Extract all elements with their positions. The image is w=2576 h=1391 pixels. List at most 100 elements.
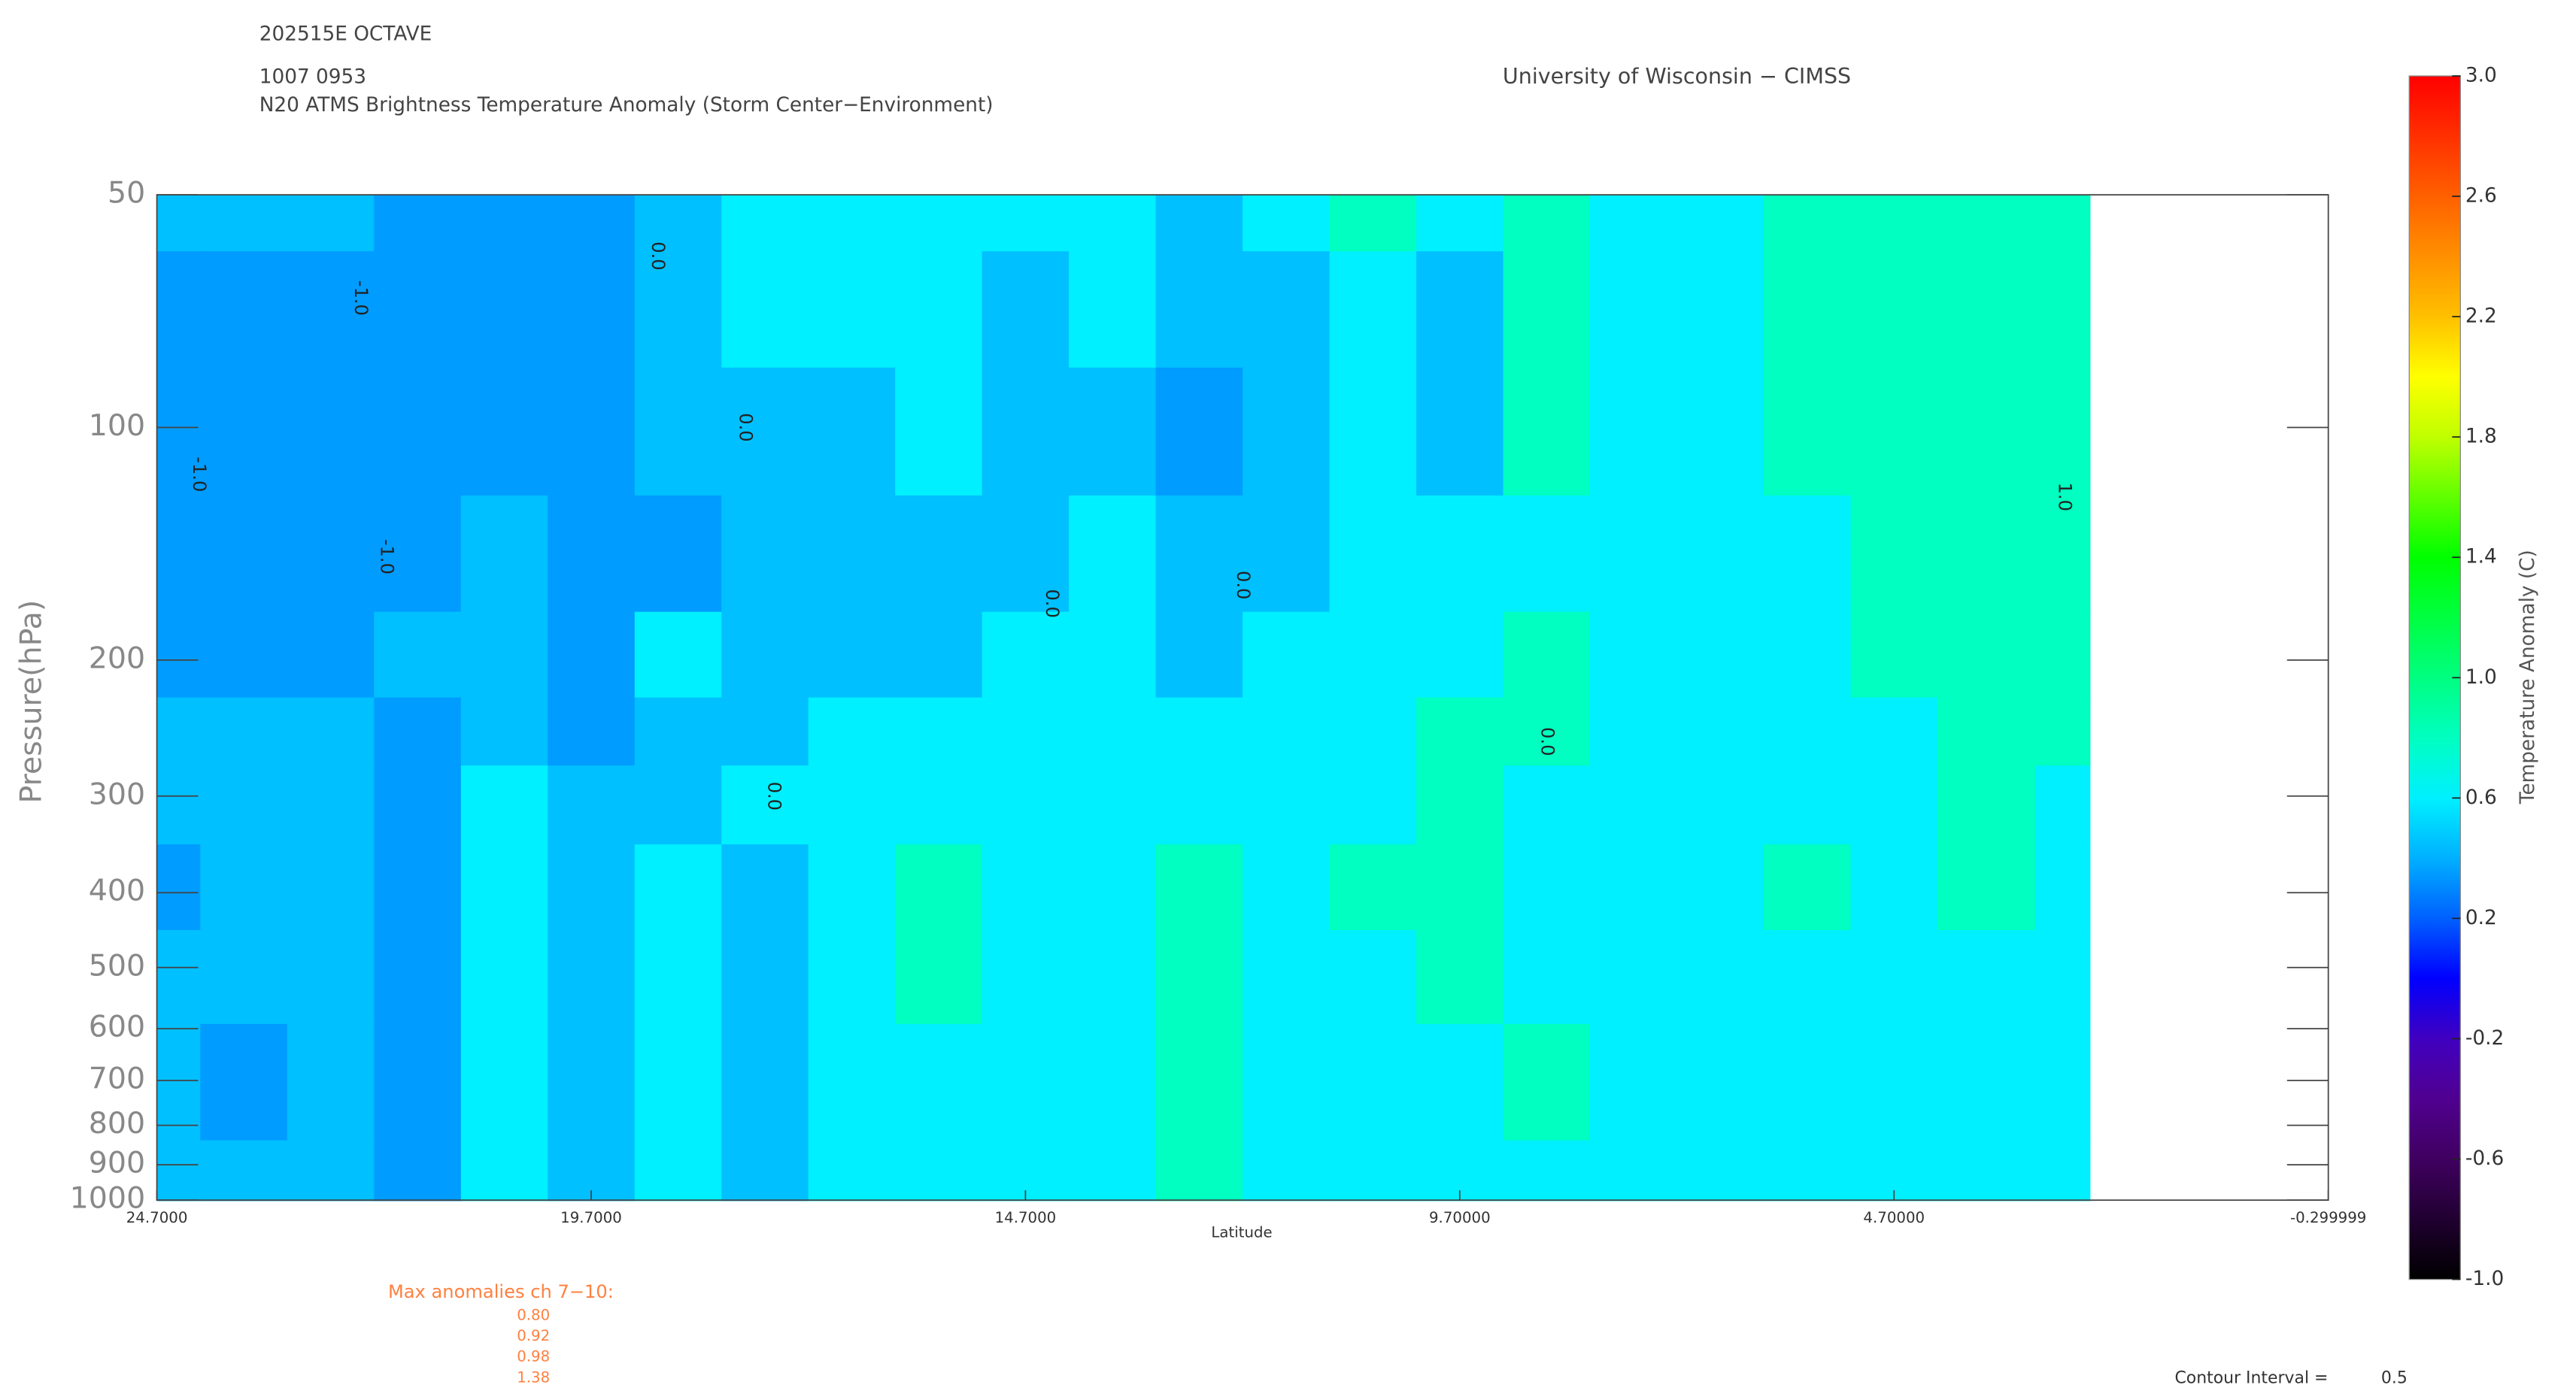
field-cell: [1503, 765, 1591, 846]
field-cell: [895, 611, 983, 699]
field-cell: [156, 844, 202, 932]
colorbar-tick-label: 2.2: [2465, 305, 2497, 328]
field-cell: [200, 930, 289, 1026]
field-cell: [156, 697, 202, 767]
x-axis-label: Latitude: [1211, 1224, 1272, 1241]
field-cell: [808, 251, 897, 369]
field-cell: [1416, 195, 1504, 253]
field-cell: [721, 930, 810, 1026]
field-cell: [548, 251, 636, 369]
field-cell: [634, 1140, 723, 1202]
y-tick-label: 300: [89, 777, 145, 811]
contour-label: 1.0: [2055, 483, 2076, 511]
field-cell: [1850, 765, 1939, 846]
colorbar-tick-label: 1.8: [2465, 426, 2497, 448]
field-cell: [1937, 844, 2037, 932]
field-cell: [1503, 930, 1591, 1026]
field-cell: [1329, 367, 1418, 497]
field-cell: [721, 1140, 810, 1202]
field-cell: [460, 195, 549, 253]
field-cell: [1155, 697, 1244, 767]
field-cell: [1764, 930, 1852, 1026]
field-cell: [1676, 844, 1765, 932]
field-cell: [1242, 611, 1330, 699]
field-cell: [1416, 251, 1504, 369]
field-cell: [287, 251, 375, 369]
field-cell: [634, 930, 723, 1026]
y-tick-label: 100: [89, 408, 145, 443]
header-line: 1007 0953: [259, 66, 366, 89]
field-cell: [1329, 611, 1418, 699]
field-cell: [1155, 195, 1244, 253]
contour-label: 0.0: [735, 413, 756, 441]
field-cell: [1850, 367, 1939, 497]
field-cell: [460, 844, 549, 932]
source: University of Wisconsin − CIMSS: [1503, 64, 1851, 89]
field-cell: [200, 195, 289, 253]
field-cell: [460, 367, 549, 497]
field-cell: [982, 697, 1070, 767]
field-cell: [460, 765, 549, 846]
field-cell: [548, 195, 636, 253]
field-cell: [1937, 697, 2037, 767]
field-cell: [1155, 495, 1244, 613]
field-cell: [2034, 611, 2091, 699]
contour-label: -1.0: [350, 280, 372, 316]
field-cell: [1242, 367, 1330, 497]
field-cell: [982, 495, 1070, 613]
field-cell: [1850, 195, 1939, 253]
field-cell: [548, 930, 636, 1026]
colorbar-tick-label: 3.0: [2465, 65, 2497, 87]
field-cell: [721, 367, 810, 497]
field-cell: [808, 765, 897, 846]
field-cell: [1503, 611, 1591, 699]
field-cell: [156, 495, 202, 613]
field-cell: [156, 1023, 202, 1141]
field-cell: [982, 195, 1070, 253]
field-cell: [1069, 930, 1157, 1026]
field-cell: [156, 367, 202, 497]
field-cell: [1590, 495, 1678, 613]
field-cell: [1242, 930, 1330, 1026]
field-cell: [374, 844, 463, 932]
x-tick-label: 9.70000: [1429, 1209, 1491, 1226]
field-cell: [982, 367, 1070, 497]
field-cell: [721, 495, 810, 613]
field-cell: [374, 195, 463, 253]
field-cell: [1937, 195, 2037, 253]
field-cell: [721, 195, 810, 253]
max-anomaly: 1.38: [517, 1368, 550, 1386]
field-cell: [287, 611, 375, 699]
field-cell: [721, 844, 810, 932]
y-tick-label: 700: [89, 1061, 145, 1096]
field-cell: [634, 251, 723, 369]
contour-label: 0.0: [1233, 571, 1254, 599]
field-cell: [1242, 765, 1330, 846]
field-cell: [1937, 765, 2037, 846]
field-cell: [1764, 611, 1852, 699]
field-cell: [1155, 611, 1244, 699]
field-cell: [1503, 495, 1591, 613]
colorbar-tick-label: -0.2: [2465, 1027, 2504, 1050]
field-cell: [1676, 765, 1765, 846]
field-cell: [1155, 844, 1244, 932]
field-cell: [808, 1023, 897, 1141]
y-axis-label: Pressure(hPa): [14, 600, 48, 804]
field-cell: [1937, 930, 2037, 1026]
field-cell: [1503, 367, 1591, 497]
field-cell: [460, 495, 549, 613]
field-cell: [1416, 367, 1504, 497]
field-cell: [374, 1023, 463, 1141]
field-cell: [460, 1023, 549, 1141]
field-cell: [808, 495, 897, 613]
field-cell: [1069, 195, 1157, 253]
field-cell: [1850, 251, 1939, 369]
field-cell: [1676, 367, 1765, 497]
field-cell: [721, 251, 810, 369]
field-cell: [1069, 495, 1157, 613]
field-cell: [156, 611, 202, 699]
field-cell: [1155, 251, 1244, 369]
field-cell: [200, 611, 289, 699]
field-cell: [374, 611, 463, 699]
field-cell: [721, 1023, 810, 1141]
